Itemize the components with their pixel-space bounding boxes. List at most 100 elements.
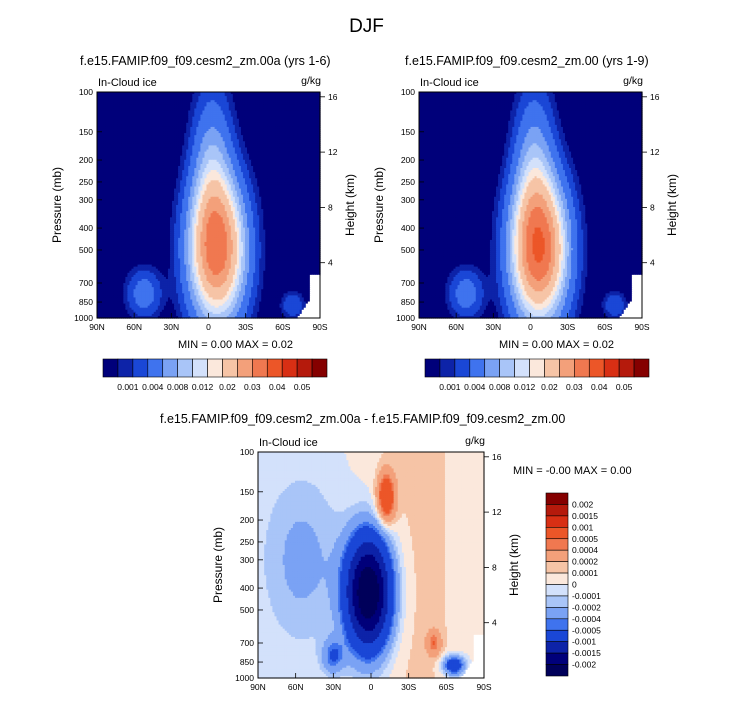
contour-cell (139, 116, 143, 120)
contour-cell (123, 92, 126, 95)
contour-cell (163, 94, 167, 97)
contour-cell (184, 108, 187, 112)
contour-cell (244, 92, 248, 95)
contour-cell (305, 104, 309, 107)
contour-cell (269, 102, 272, 105)
contour-cell (190, 114, 193, 118)
contour-cell (301, 102, 305, 105)
contour-cell (155, 108, 159, 112)
contour-cell (184, 120, 187, 124)
contour-cell (291, 108, 295, 112)
contour-cell (249, 96, 252, 99)
contour-cell (157, 133, 161, 136)
contour-cell (305, 96, 309, 99)
contour-cell (135, 114, 139, 118)
contour-cell (285, 128, 289, 132)
contour-cell (297, 98, 301, 101)
contour-cell (109, 100, 112, 103)
contour-cell (143, 110, 147, 114)
contour-cell (180, 106, 183, 110)
contour-cell (127, 124, 131, 128)
contour-cell (190, 124, 193, 128)
contour-cell (101, 114, 104, 118)
contour-cell (232, 106, 236, 110)
contour-cell (121, 104, 124, 107)
contour-cell (103, 96, 106, 99)
contour-cell (273, 106, 276, 110)
contour-cell (169, 94, 173, 97)
contour-cell (232, 96, 236, 99)
contour-cell (240, 116, 244, 120)
contour-cell (105, 110, 108, 114)
contour-cell (311, 128, 315, 132)
contour-cell (151, 96, 155, 99)
contour-cell (247, 100, 250, 103)
contour-cell (226, 92, 230, 95)
contour-cell (172, 102, 175, 105)
contour-cell (216, 96, 220, 99)
contour-cell (317, 110, 321, 114)
contour-cell (249, 126, 252, 130)
contour-cell (180, 122, 183, 126)
contour-cell (301, 94, 305, 97)
contour-cell (265, 98, 268, 101)
contour-cell (305, 106, 309, 110)
contour-cell (169, 126, 173, 130)
contour-cell (190, 120, 193, 124)
contour-cell (101, 126, 104, 130)
contour-cell (143, 114, 147, 118)
contour-cell (117, 128, 120, 132)
contour-cell (309, 114, 313, 118)
contour-cell (153, 131, 157, 134)
contour-cell (267, 116, 270, 120)
contour-cell (186, 131, 189, 134)
contour-cell (222, 92, 226, 95)
contour-cell (220, 96, 224, 99)
contour-cell (257, 100, 260, 103)
contour-cell (113, 116, 116, 120)
contour-cell (271, 124, 274, 128)
contour-cell (165, 110, 169, 114)
contour-cell (196, 126, 199, 130)
contour-cell (204, 126, 208, 130)
contour-cell (113, 133, 116, 136)
contour-cell (303, 100, 307, 103)
contour-cell (198, 118, 201, 122)
contour-cell (218, 94, 222, 97)
contour-cell (293, 96, 297, 99)
contour-cell (125, 122, 129, 126)
contour-cell (157, 128, 161, 132)
contour-cell (155, 100, 159, 103)
contour-cell (299, 126, 303, 130)
contour-cell (178, 122, 181, 126)
contour-cell (167, 131, 171, 134)
contour-cell (119, 108, 122, 112)
contour-cell (269, 106, 272, 110)
contour-cell (216, 116, 220, 120)
contour-cell (275, 100, 279, 103)
contour-cell (289, 98, 293, 101)
contour-cell (131, 116, 135, 120)
contour-cell (234, 131, 238, 134)
contour-cell (206, 122, 210, 126)
contour-cell (159, 112, 163, 116)
contour-cell (192, 122, 195, 126)
contour-cell (182, 92, 185, 95)
contour-cell (180, 94, 183, 97)
contour-cell (267, 96, 270, 99)
contour-cell (111, 98, 114, 101)
contour-cell (121, 133, 124, 136)
contour-cell (305, 98, 309, 101)
contour-cell (255, 102, 258, 105)
contour-cell (214, 102, 218, 105)
contour-cell (259, 124, 262, 128)
contour-cell (200, 96, 204, 99)
contour-cell (253, 106, 256, 110)
contour-cell (303, 128, 307, 132)
contour-cell (155, 106, 159, 110)
contour-cell (224, 96, 228, 99)
contour-cell (283, 92, 287, 95)
contour-cell (107, 102, 110, 105)
contour-cell (212, 96, 216, 99)
contour-cell (247, 131, 250, 134)
